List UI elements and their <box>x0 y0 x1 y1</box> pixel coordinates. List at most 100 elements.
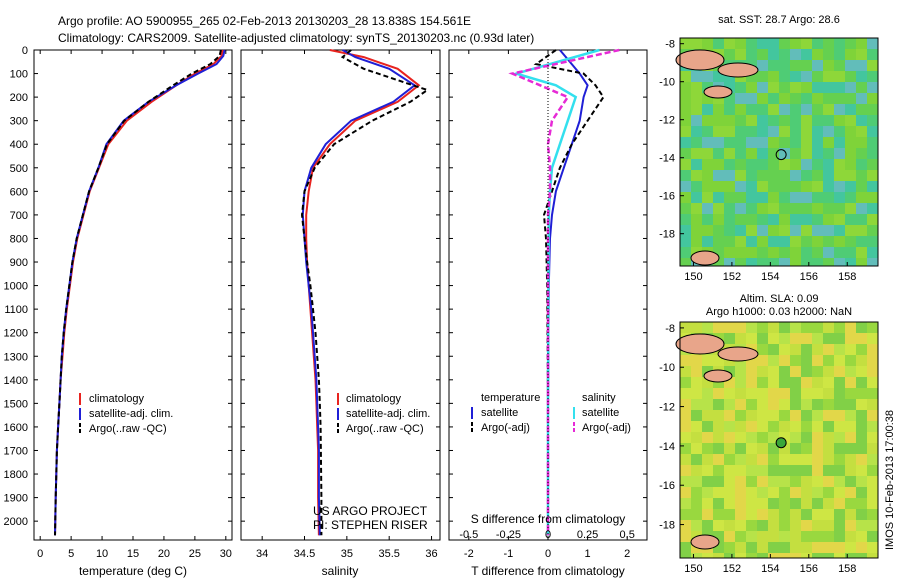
map-cell <box>735 322 746 333</box>
map-cell <box>746 236 757 247</box>
legend-label: satellite-adj. clim. <box>346 408 430 420</box>
map-cell <box>867 542 878 553</box>
map-cell <box>680 247 691 258</box>
map-cell <box>724 465 735 476</box>
map-cell <box>856 60 867 71</box>
map-cell <box>790 377 801 388</box>
map-cell <box>691 520 702 531</box>
map-cell <box>724 214 735 225</box>
map-cell <box>757 93 768 104</box>
map-cell <box>823 465 834 476</box>
map-x-tick-label: 152 <box>723 271 741 283</box>
map-cell <box>812 60 823 71</box>
map-cell <box>691 377 702 388</box>
map-cell <box>779 170 790 181</box>
map-cell <box>746 192 757 203</box>
map-cell <box>779 225 790 236</box>
map-cell <box>856 366 867 377</box>
map-cell <box>724 399 735 410</box>
map-cell <box>779 214 790 225</box>
map-cell <box>812 421 823 432</box>
map-cell <box>735 247 746 258</box>
map-cell <box>834 225 845 236</box>
map-cell <box>801 520 812 531</box>
map-cell <box>823 137 834 148</box>
map-cell <box>746 49 757 60</box>
map-cell <box>768 443 779 454</box>
map-cell <box>779 115 790 126</box>
map-cell <box>702 410 713 421</box>
map-cell <box>845 421 856 432</box>
map-cell <box>746 542 757 553</box>
map-cell <box>768 344 779 355</box>
map-cell <box>746 399 757 410</box>
map-cell <box>790 465 801 476</box>
map-cell <box>702 71 713 82</box>
map-cell <box>713 476 724 487</box>
map-cell <box>845 49 856 60</box>
map-cell <box>779 388 790 399</box>
map-cell <box>779 60 790 71</box>
map-cell <box>680 104 691 115</box>
map-cell <box>823 93 834 104</box>
map-cell <box>746 203 757 214</box>
island <box>690 250 720 266</box>
map-y-tick-label: -12 <box>659 115 675 127</box>
map-cell <box>713 355 724 366</box>
map-cell <box>812 333 823 344</box>
map-cell <box>680 225 691 236</box>
map-cell <box>757 366 768 377</box>
map-cell <box>735 192 746 203</box>
map-y-tick-label: -16 <box>659 191 675 203</box>
map-cell <box>680 115 691 126</box>
legend-title-temperature: temperature <box>481 392 540 404</box>
map-cell <box>801 553 812 558</box>
map-cell <box>834 247 845 258</box>
map-cell <box>724 148 735 159</box>
map-cell <box>790 170 801 181</box>
map-cell <box>768 258 779 266</box>
map-cell <box>702 377 713 388</box>
map-cell <box>856 531 867 542</box>
map-cell <box>713 93 724 104</box>
map-cell <box>735 553 746 558</box>
depth-tick-label: 900 <box>10 257 28 269</box>
map-cell <box>823 258 834 266</box>
map-cell <box>724 333 735 344</box>
map-cell <box>845 148 856 159</box>
map-cell <box>768 225 779 236</box>
map-x-tick-label: 158 <box>838 563 856 575</box>
island <box>690 534 720 550</box>
map-cell <box>856 170 867 181</box>
map-cell <box>746 148 757 159</box>
map-cell <box>680 38 691 49</box>
map-cell <box>702 388 713 399</box>
map-cell <box>746 93 757 104</box>
map-y-tick-label: -14 <box>659 153 675 165</box>
map-cell <box>757 71 768 82</box>
map-cell <box>845 432 856 443</box>
map-cell <box>867 322 878 333</box>
island <box>675 49 725 71</box>
map-cell <box>724 104 735 115</box>
map-cell <box>779 333 790 344</box>
map-cell <box>691 487 702 498</box>
map-cell <box>845 355 856 366</box>
map-frame <box>679 321 879 559</box>
map-cell <box>790 214 801 225</box>
map-cell <box>790 355 801 366</box>
map-cell <box>702 322 713 333</box>
map-cell <box>779 399 790 410</box>
map-cell <box>867 247 878 258</box>
map-cell <box>801 476 812 487</box>
map-cell <box>834 71 845 82</box>
map-cell <box>856 247 867 258</box>
map-cell <box>845 181 856 192</box>
map-cell <box>702 476 713 487</box>
map-cell <box>812 115 823 126</box>
map-cell <box>757 355 768 366</box>
map-cell <box>724 115 735 126</box>
map-cell <box>856 126 867 137</box>
map-cell <box>834 355 845 366</box>
island <box>675 333 725 355</box>
